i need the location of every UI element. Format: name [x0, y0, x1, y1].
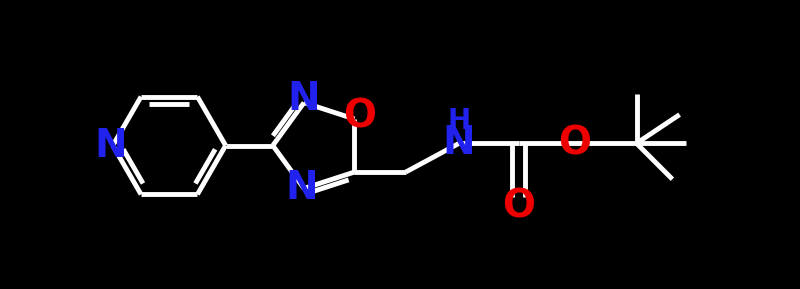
- Text: N: N: [94, 127, 127, 164]
- Text: N: N: [286, 169, 318, 208]
- Text: O: O: [343, 98, 376, 136]
- Text: N: N: [442, 124, 475, 162]
- Text: O: O: [558, 124, 591, 162]
- Text: N: N: [288, 79, 320, 118]
- Text: H: H: [447, 107, 470, 135]
- Text: O: O: [502, 188, 535, 226]
